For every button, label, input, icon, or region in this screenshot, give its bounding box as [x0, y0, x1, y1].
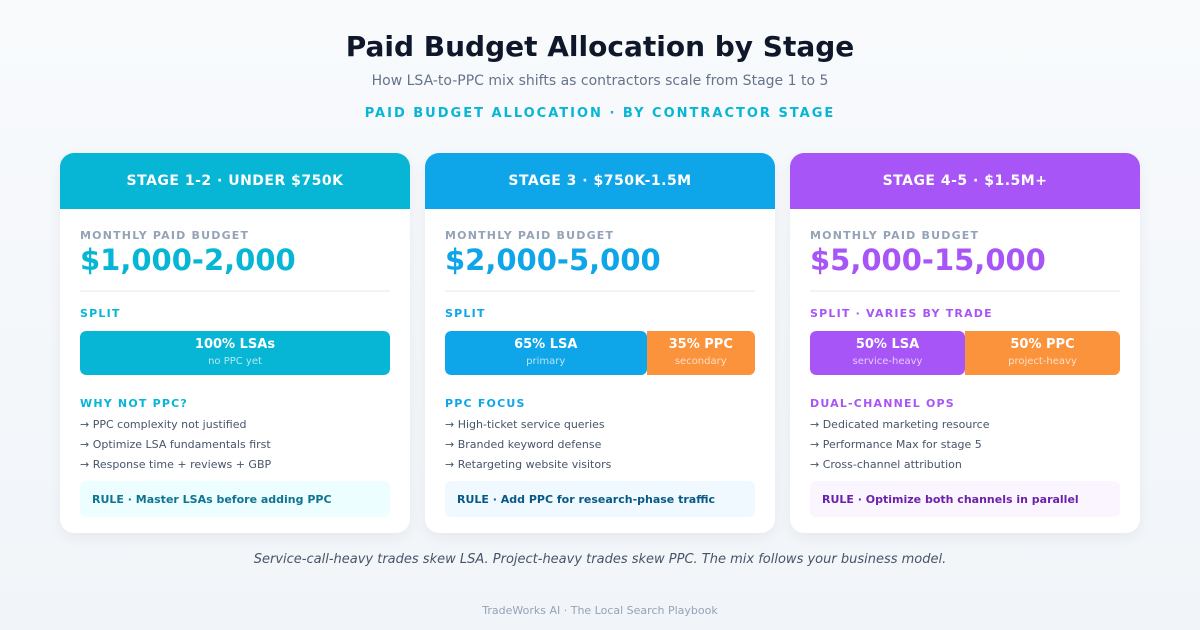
- segment-sublabel: no PPC yet: [208, 356, 262, 367]
- split-bar: 50% LSA service-heavy 50% PPC project-he…: [810, 331, 1120, 375]
- stage-header: STAGE 1-2 · UNDER $750K: [60, 153, 410, 209]
- section-label: WHY NOT PPC?: [80, 397, 189, 410]
- budget-value: $5,000-15,000: [810, 243, 1046, 277]
- list-item: → Dedicated marketing resource: [810, 418, 990, 431]
- page-subtitle: How LSA-to-PPC mix shifts as contractors…: [371, 73, 829, 89]
- list-item: → Cross-channel attribution: [810, 458, 962, 471]
- stage-header: STAGE 3 · $750K-1.5M: [425, 153, 775, 209]
- divider: [80, 290, 390, 292]
- split-label: SPLIT: [445, 307, 486, 320]
- divider: [445, 290, 755, 292]
- budget-label: MONTHLY PAID BUDGET: [445, 229, 615, 242]
- split-label: SPLIT · VARIES BY TRADE: [810, 307, 993, 320]
- footnote: Service-call-heavy trades skew LSA. Proj…: [253, 552, 947, 567]
- bullet-list: → Dedicated marketing resource → Perform…: [810, 416, 989, 476]
- section-kicker: PAID BUDGET ALLOCATION · BY CONTRACTOR S…: [364, 106, 836, 121]
- segment-label: 35% PPC: [668, 337, 733, 352]
- list-item: → Branded keyword defense: [445, 438, 602, 451]
- segment-label: 50% LSA: [855, 337, 920, 352]
- budget-value: $1,000-2,000: [80, 243, 296, 277]
- list-item: → PPC complexity not justified: [80, 418, 247, 431]
- rule-callout: RULE · Optimize both channels in paralle…: [810, 481, 1120, 517]
- stage-header: STAGE 4-5 · $1.5M+: [790, 153, 1140, 209]
- split-bar: 100% LSAs no PPC yet: [80, 331, 390, 375]
- rule-callout: RULE · Master LSAs before adding PPC: [80, 481, 390, 517]
- stage-card-3: STAGE 3 · $750K-1.5M MONTHLY PAID BUDGET…: [425, 153, 775, 533]
- segment-label: 100% LSAs: [194, 337, 276, 352]
- section-label: DUAL-CHANNEL OPS: [810, 397, 955, 410]
- split-segment-ppc: 50% PPC project-heavy: [965, 331, 1120, 375]
- split-segment-lsa: 50% LSA service-heavy: [810, 331, 965, 375]
- bullet-list: → PPC complexity not justified → Optimiz…: [80, 416, 271, 476]
- bullet-list: → High-ticket service queries → Branded …: [445, 416, 611, 476]
- split-bar: 65% LSA primary 35% PPC secondary: [445, 331, 755, 375]
- list-item: → Retargeting website visitors: [445, 458, 612, 471]
- segment-sublabel: service-heavy: [852, 356, 923, 367]
- segment-sublabel: primary: [526, 356, 566, 367]
- split-label: SPLIT: [80, 307, 121, 320]
- page-title: Paid Budget Allocation by Stage: [345, 30, 855, 63]
- section-label: PPC FOCUS: [445, 397, 526, 410]
- split-segment-lsa: 65% LSA primary: [445, 331, 647, 375]
- stage-card-4-5: STAGE 4-5 · $1.5M+ MONTHLY PAID BUDGET $…: [790, 153, 1140, 533]
- budget-value: $2,000-5,000: [445, 243, 661, 277]
- stage-card-1-2: STAGE 1-2 · UNDER $750K MONTHLY PAID BUD…: [60, 153, 410, 533]
- segment-sublabel: project-heavy: [1008, 356, 1077, 367]
- list-item: → Response time + reviews + GBP: [80, 458, 272, 471]
- segment-label: 50% PPC: [1010, 337, 1075, 352]
- footer-credit: TradeWorks AI · The Local Search Playboo…: [482, 604, 718, 617]
- list-item: → Optimize LSA fundamentals first: [80, 438, 271, 451]
- segment-label: 65% LSA: [514, 337, 578, 352]
- budget-label: MONTHLY PAID BUDGET: [810, 229, 980, 242]
- split-segment-ppc: 35% PPC secondary: [646, 331, 755, 375]
- divider: [810, 290, 1120, 292]
- rule-callout: RULE · Add PPC for research-phase traffi…: [445, 481, 755, 517]
- split-segment-lsa: 100% LSAs no PPC yet: [80, 331, 390, 375]
- segment-sublabel: secondary: [674, 356, 727, 367]
- budget-label: MONTHLY PAID BUDGET: [80, 229, 250, 242]
- list-item: → High-ticket service queries: [445, 418, 605, 431]
- list-item: → Performance Max for stage 5: [810, 438, 982, 451]
